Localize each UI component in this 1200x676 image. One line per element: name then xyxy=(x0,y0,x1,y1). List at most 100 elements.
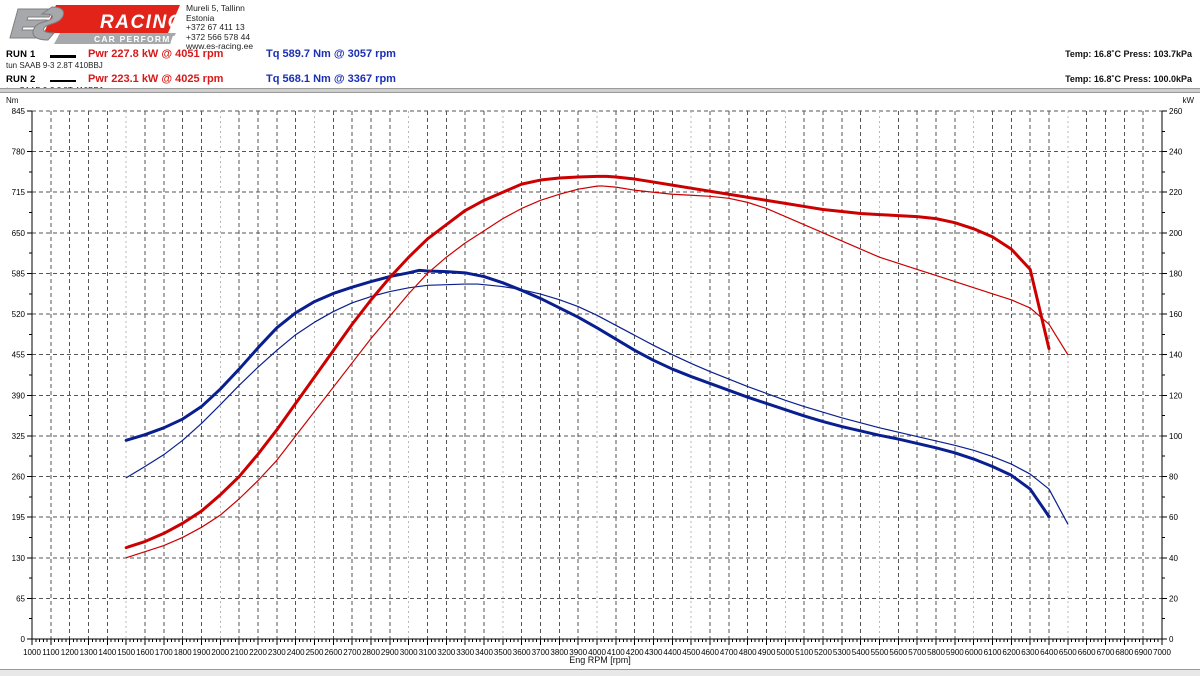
x-tick-label: 5100 xyxy=(795,648,813,657)
y-tick-label-left: 650 xyxy=(12,229,26,238)
y-tick-label-left: 715 xyxy=(12,188,26,197)
x-tick-label: 6600 xyxy=(1078,648,1096,657)
x-tick-label: 3600 xyxy=(513,648,531,657)
x-tick-label: 6100 xyxy=(984,648,1002,657)
x-tick-label: 4800 xyxy=(739,648,757,657)
plot-canvas[interactable]: 0 65 130 195 260 325 390 455 520 585 650 715 780 845 0… xyxy=(0,93,1200,675)
run-legend: RUN 1 Pwr 227.8 kW @ 4051 rpm Tq 589.7 N… xyxy=(4,48,1196,98)
y-tick-label-left: 585 xyxy=(12,269,26,278)
y-tick-label-left: 455 xyxy=(12,351,26,360)
y-tick-label-left: 325 xyxy=(12,432,26,441)
x-tick-label: 5300 xyxy=(833,648,851,657)
y-tick-label-left: 0 xyxy=(21,635,26,644)
x-tick-label: 5800 xyxy=(927,648,945,657)
x-tick-label: 2600 xyxy=(324,648,342,657)
x-axis-label: Eng RPM [rpm] xyxy=(569,655,631,665)
x-tick-label: 3000 xyxy=(400,648,418,657)
run-1-line-swatch xyxy=(50,55,76,58)
y-tick-label-right: 140 xyxy=(1169,351,1183,360)
x-tick-label: 5200 xyxy=(814,648,832,657)
run-1-vehicle-row: tun SAAB 9-3 2.8T 410BBJ xyxy=(4,61,1196,73)
x-tick-label: 2300 xyxy=(268,648,286,657)
x-tick-label: 5600 xyxy=(889,648,907,657)
y-tick-label-right: 160 xyxy=(1169,310,1183,319)
run-2-power-readout: Pwr 223.1 kW @ 4025 rpm xyxy=(88,73,224,85)
y-tick-label-right: 0 xyxy=(1169,635,1174,644)
x-tick-label: 6200 xyxy=(1002,648,1020,657)
x-tick-label: 6400 xyxy=(1040,648,1058,657)
y-tick-label-left: 65 xyxy=(16,594,25,603)
x-tick-label: 3200 xyxy=(437,648,455,657)
x-tick-label: 2000 xyxy=(211,648,229,657)
dyno-plot: Nm kW 0 65 130 195 260 325 390 455 520 585 650 715 7… xyxy=(0,93,1200,676)
y-tick-label-right: 220 xyxy=(1169,188,1183,197)
run-2-line-swatch xyxy=(50,80,76,82)
address-website: www.es-racing.ee xyxy=(186,41,254,52)
x-tick-label: 4500 xyxy=(682,648,700,657)
logo-graphic: RACING CAR PERFORMANCE xyxy=(9,5,183,44)
x-tick-label: 3100 xyxy=(419,648,437,657)
y-tick-label-right: 100 xyxy=(1169,432,1183,441)
header-divider xyxy=(0,88,1200,93)
series-line[interactable] xyxy=(124,174,1051,550)
y-tick-label-right: 180 xyxy=(1169,269,1183,278)
x-tick-label: 6700 xyxy=(1097,648,1115,657)
x-tick-label: 6800 xyxy=(1115,648,1133,657)
x-tick-label: 3700 xyxy=(532,648,550,657)
address-line-1: Mureli 5, Tallinn xyxy=(186,3,245,13)
run-1-conditions: Temp: 16.8˚C Press: 103.7kPa xyxy=(1065,49,1192,59)
run-2-torque-readout: Tq 568.1 Nm @ 3367 rpm xyxy=(266,73,396,85)
x-tick-label: 5400 xyxy=(852,648,870,657)
y-tick-label-right: 20 xyxy=(1169,594,1178,603)
x-tick-label: 1000 xyxy=(23,648,41,657)
series-line[interactable] xyxy=(125,283,1069,525)
es-racing-logo: RACING CAR PERFORMANCE xyxy=(8,3,183,47)
y-tick-label-right: 200 xyxy=(1169,229,1183,238)
x-tick-label: 1600 xyxy=(136,648,154,657)
right-axis-unit: kW xyxy=(1182,96,1194,105)
x-tick-label: 1500 xyxy=(117,648,135,657)
left-axis-unit: Nm xyxy=(6,96,19,105)
x-tick-label: 5700 xyxy=(908,648,926,657)
x-tick-label: 6000 xyxy=(965,648,983,657)
y-tick-label-left: 845 xyxy=(12,107,26,116)
y-tick-label-right: 120 xyxy=(1169,391,1183,400)
x-tick-label: 1400 xyxy=(98,648,116,657)
x-tick-label: 5500 xyxy=(871,648,889,657)
y-tick-label-left: 260 xyxy=(12,473,26,482)
y-tick-label-right: 240 xyxy=(1169,148,1183,157)
y-tick-label-left: 520 xyxy=(12,310,26,319)
y-tick-label-left: 390 xyxy=(12,391,26,400)
y-tick-label-left: 130 xyxy=(12,554,26,563)
run-2-conditions: Temp: 16.8˚C Press: 100.0kPa xyxy=(1065,74,1192,84)
address-line-2: Estonia xyxy=(186,12,215,23)
x-tick-label: 2500 xyxy=(306,648,324,657)
x-tick-label: 7000 xyxy=(1153,648,1171,657)
series-line[interactable] xyxy=(125,185,1069,559)
x-tick-label: 3900 xyxy=(569,648,587,657)
x-tick-label: 5900 xyxy=(946,648,964,657)
svg-text:CAR PERFORMANCE: CAR PERFORMANCE xyxy=(94,34,183,44)
y-tick-label-right: 60 xyxy=(1169,513,1178,522)
y-tick-label-right: 40 xyxy=(1169,554,1178,563)
x-tick-label: 1200 xyxy=(61,648,79,657)
x-tick-label: 1700 xyxy=(155,648,173,657)
address-line-3: +372 67 411 13 xyxy=(186,22,245,33)
x-tick-label: 2800 xyxy=(362,648,380,657)
run-2-row[interactable]: RUN 2 Pwr 223.1 kW @ 4025 rpm Tq 568.1 N… xyxy=(4,73,1196,87)
report-header: RACING CAR PERFORMANCE Mureli 5, Tallinn… xyxy=(0,0,1200,95)
x-tick-label: 4300 xyxy=(645,648,663,657)
run-1-vehicle: tun SAAB 9-3 2.8T 410BBJ xyxy=(6,61,103,70)
x-tick-label: 2100 xyxy=(230,648,248,657)
run-1-row[interactable]: RUN 1 Pwr 227.8 kW @ 4051 rpm Tq 589.7 N… xyxy=(4,48,1196,62)
x-tick-label: 1900 xyxy=(193,648,211,657)
run-1-torque-readout: Tq 589.7 Nm @ 3057 rpm xyxy=(266,48,396,60)
x-tick-label: 6300 xyxy=(1021,648,1039,657)
run-1-power-readout: Pwr 227.8 kW @ 4051 rpm xyxy=(88,48,224,60)
series-line[interactable] xyxy=(124,268,1051,519)
y-tick-label-right: 80 xyxy=(1169,473,1178,482)
x-tick-label: 2200 xyxy=(249,648,267,657)
address-line-4: +372 566 578 44 xyxy=(186,31,251,42)
x-tick-label: 1300 xyxy=(80,648,98,657)
